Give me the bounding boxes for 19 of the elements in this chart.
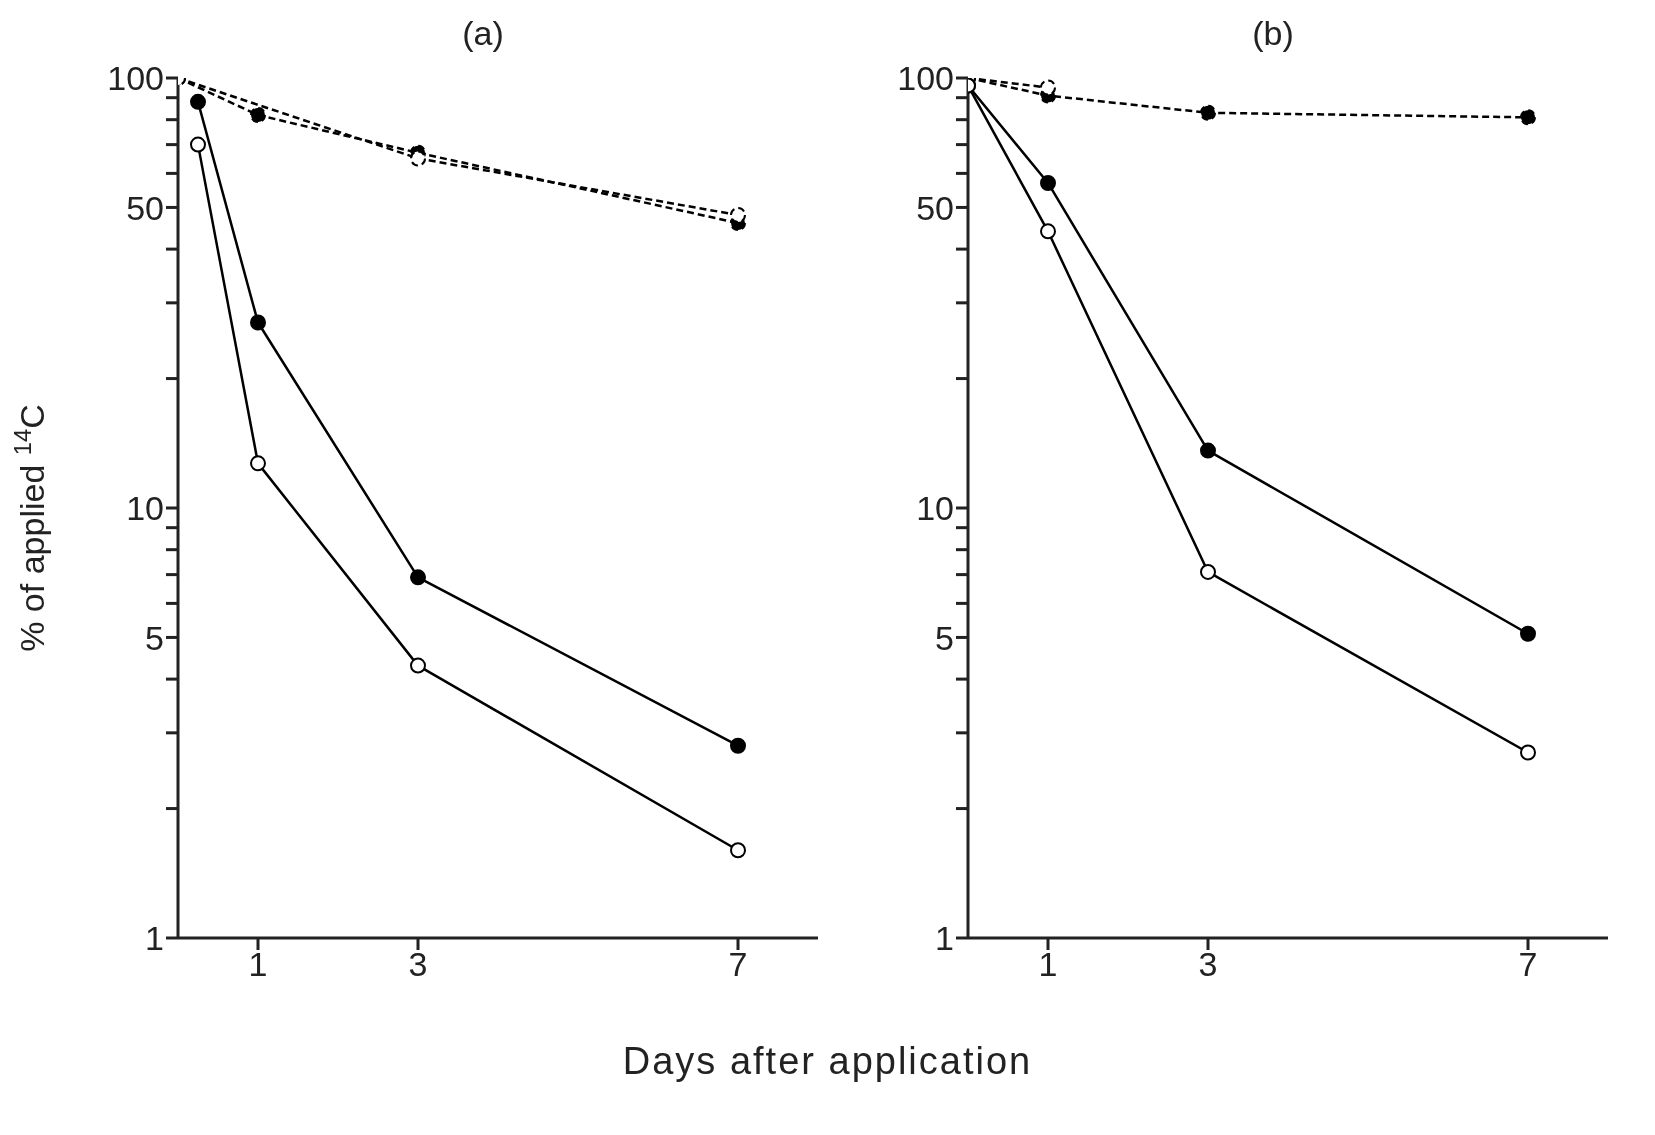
x-tick-label: 1	[1038, 945, 1058, 984]
y-tick-label: 10	[916, 489, 954, 528]
y-tick-label: 1	[935, 919, 954, 958]
y-tick-label: 5	[145, 618, 164, 657]
x-tick-label: 3	[1198, 945, 1218, 984]
x-tick-label: 7	[1518, 945, 1538, 984]
y-tick-label: 50	[916, 188, 954, 227]
x-axis-title: Days after application	[621, 1040, 1034, 1083]
y-tick-label: 100	[107, 59, 164, 98]
y-tick-label: 5	[935, 618, 954, 657]
x-tick-label: 3	[408, 945, 428, 984]
chart-title: (b)	[1251, 14, 1295, 53]
y-tick-label: 50	[126, 188, 164, 227]
y-tick-label: 100	[897, 59, 954, 98]
x-tick-label: 1	[248, 945, 268, 984]
x-tick-label: 7	[728, 945, 748, 984]
y-tick-label: 10	[126, 489, 164, 528]
y-tick-label: 1	[145, 919, 164, 958]
chart-title: (a)	[461, 14, 505, 53]
